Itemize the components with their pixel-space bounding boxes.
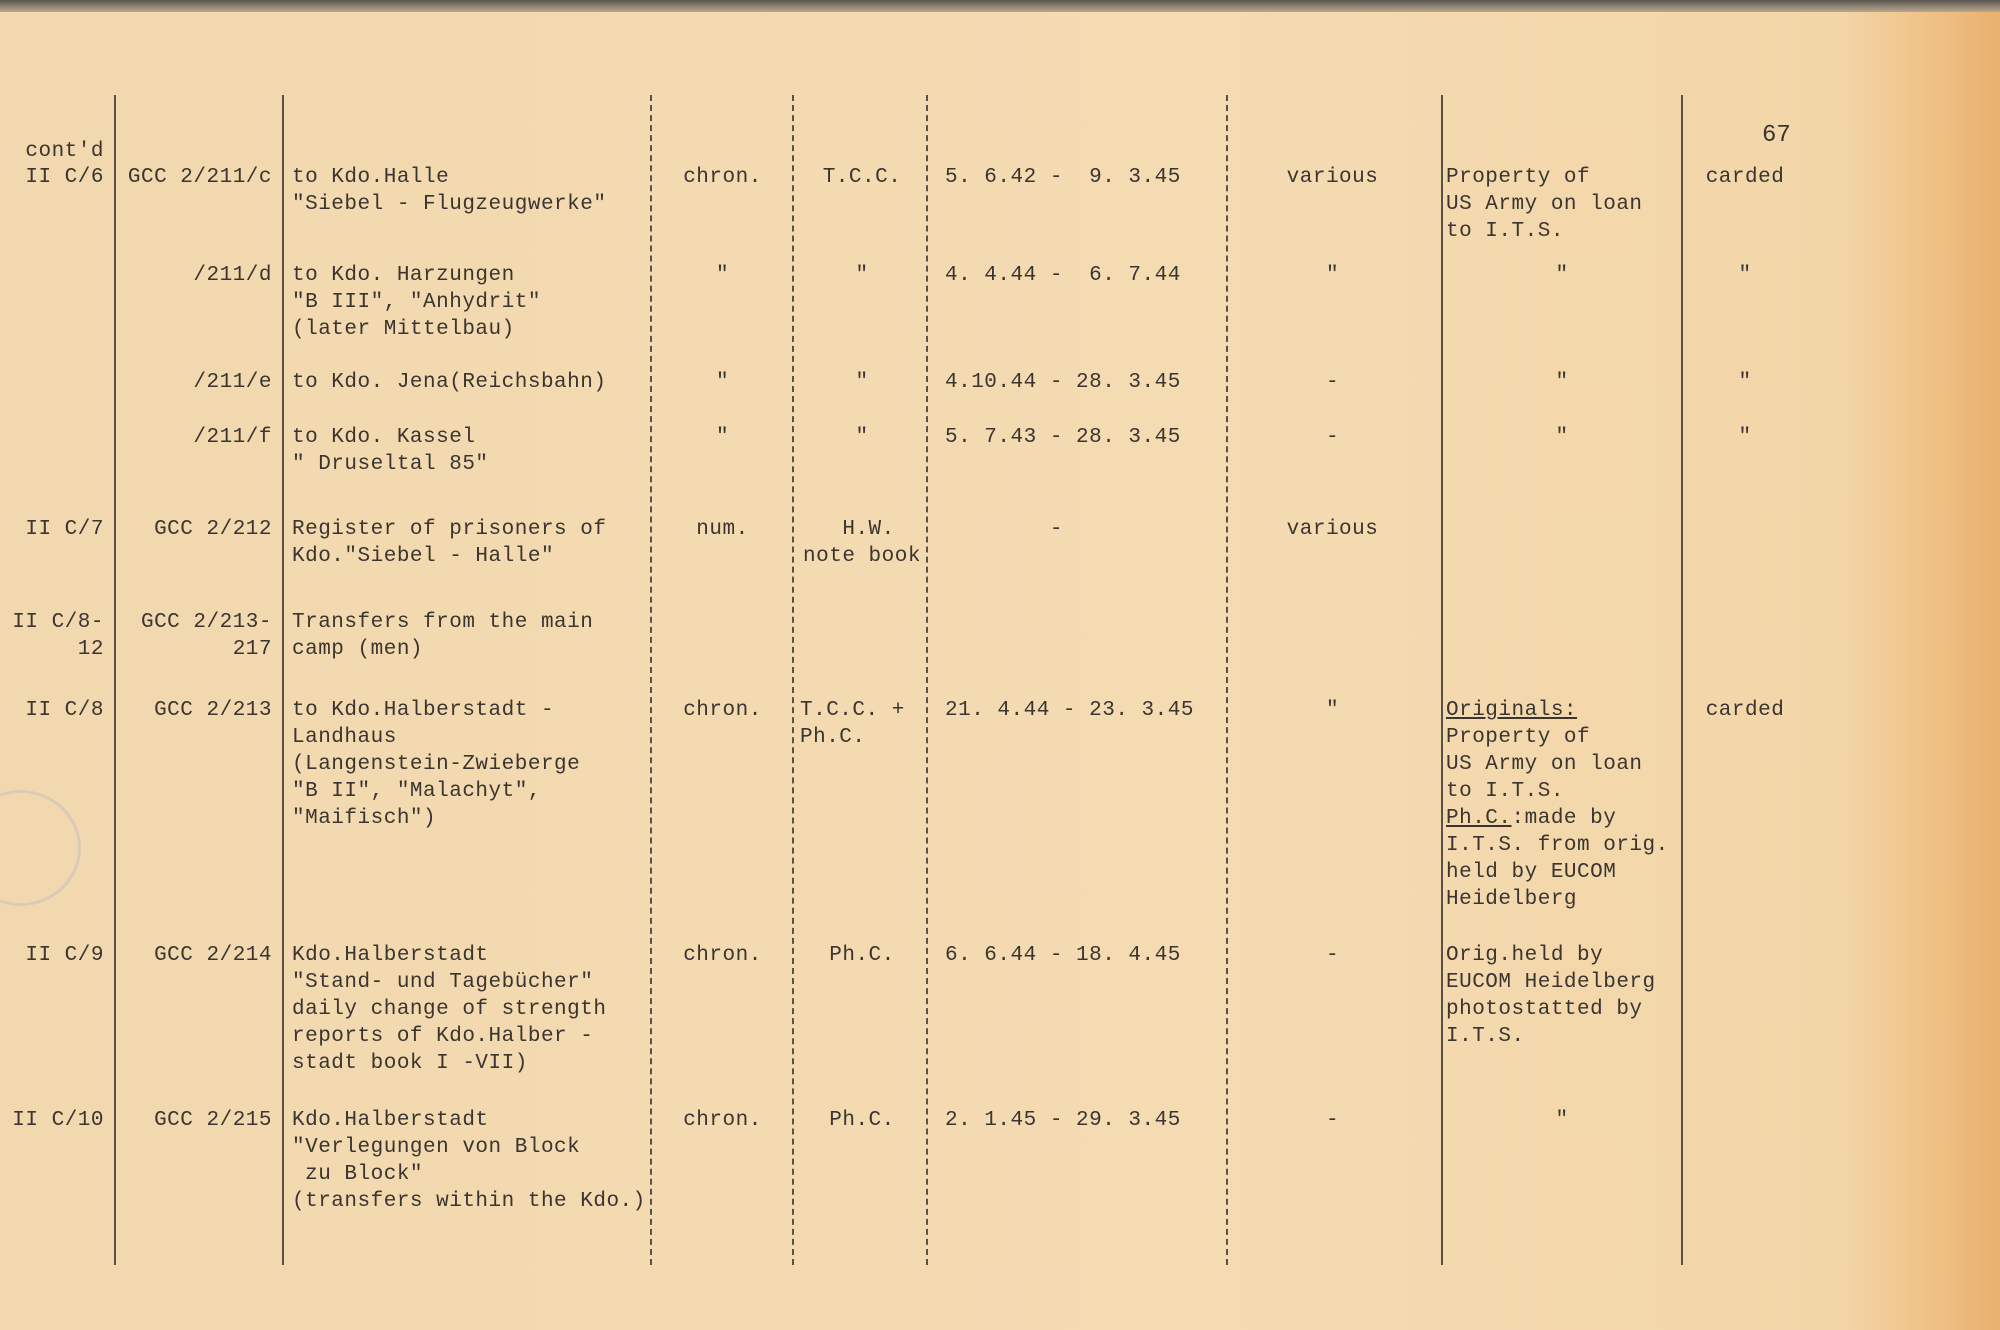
column-divider [282, 95, 284, 1265]
remarks-text: " [1555, 264, 1569, 287]
remarks-label: Ph.C. [1446, 807, 1512, 830]
signature-cell: II C/9 [25, 944, 104, 967]
paper-clip [0, 790, 81, 906]
date-range-cell: 5. 7.43 - 28. 3.45 [945, 426, 1181, 449]
carded-cell: carded [1705, 166, 1785, 189]
arrangement-cell: chron. [683, 166, 762, 189]
description-cell: to Kdo.Halle "Siebel - Flugzeugwerke" [292, 166, 607, 216]
description-cell: Transfers from the main camp (men) [292, 611, 594, 661]
arrangement-cell: " [715, 426, 730, 449]
gcc-number-cell: /211/f [193, 426, 272, 449]
remarks-cell: Orig.held by EUCOM Heidelberg photostatt… [1446, 942, 1678, 1050]
count-cell: - [1325, 371, 1340, 394]
description-cell: to Kdo.Halberstadt - Landhaus (Langenste… [292, 699, 581, 830]
gcc-number-cell: /211/d [193, 264, 272, 287]
signature-cell: II C/8- 12 [12, 611, 104, 661]
description-cell: Register of prisoners of Kdo."Siebel - H… [292, 518, 607, 568]
copy-type-cell: " [855, 264, 869, 287]
remarks-text: Originals: [1446, 699, 1578, 722]
remarks-cell: " [1446, 262, 1678, 289]
copy-type-cell: H.W. note book [803, 518, 921, 568]
gcc-number-cell: GCC 2/214 [154, 944, 272, 967]
remarks-cell: Property of US Army on loan to I.T.S. [1446, 164, 1678, 245]
copy-type-cell: T.C.C. [822, 166, 902, 189]
date-range-cell: 4.10.44 - 28. 3.45 [945, 371, 1181, 394]
description-cell: Kdo.Halberstadt "Stand- und Tagebücher" … [292, 944, 607, 1075]
page-number: 67 [1762, 122, 1791, 149]
count-cell: various [1286, 518, 1379, 541]
remarks-cell: Originals: Property of US Army on loan to… [1446, 697, 1678, 913]
count-cell: various [1286, 166, 1379, 189]
signature-cell: II C/8 [25, 699, 104, 722]
carded-cell: " [1738, 371, 1752, 394]
column-divider [926, 95, 928, 1265]
remarks-line: Ph.C.:made by I.T.S. from orig. held by … [1446, 805, 1678, 913]
gcc-number-cell: GCC 2/213 [154, 699, 272, 722]
arrangement-cell: " [715, 371, 730, 394]
column-divider [1681, 95, 1683, 1265]
remarks-text: :made by I.T.S. from orig. held by EUCOM… [1446, 807, 1669, 911]
count-cell: " [1325, 264, 1340, 287]
date-range-cell: 4. 4.44 - 6. 7.44 [945, 264, 1181, 287]
gcc-number-cell: GCC 2/211/c [127, 166, 272, 189]
page-top-edge [0, 0, 2000, 12]
column-divider [114, 95, 116, 1265]
remarks-text: Orig.held by EUCOM Heidelberg photostatt… [1446, 944, 1656, 1048]
arrangement-cell: chron. [683, 699, 762, 722]
arrangement-cell: chron. [683, 944, 762, 967]
remarks-cell: " [1446, 369, 1678, 396]
count-cell: - [1325, 944, 1340, 967]
column-divider [650, 95, 652, 1265]
carded-cell: " [1738, 426, 1752, 449]
gcc-number-cell: /211/e [193, 371, 272, 394]
copy-type-cell: " [855, 426, 869, 449]
arrangement-cell: num. [696, 518, 749, 541]
date-range-cell: 2. 1.45 - 29. 3.45 [945, 1109, 1181, 1132]
signature-cell: II C/6 [25, 166, 104, 189]
arrangement-cell: chron. [683, 1109, 762, 1132]
description-cell: Kdo.Halberstadt "Verlegungen von Block z… [292, 1109, 646, 1213]
column-divider [792, 95, 794, 1265]
description-cell: to Kdo. Harzungen "B III", "Anhydrit" (l… [292, 264, 541, 341]
copy-type-cell: " [855, 371, 869, 394]
copy-type-cell: Ph.C. [829, 944, 895, 967]
remarks-cell: " [1446, 1107, 1678, 1134]
carded-cell: " [1738, 264, 1752, 287]
gcc-number-cell: GCC 2/212 [154, 518, 272, 541]
signature-cell: II C/7 [25, 518, 104, 541]
contd-label: cont'd [25, 140, 104, 163]
column-divider [1226, 95, 1228, 1265]
date-range-cell: 21. 4.44 - 23. 3.45 [945, 699, 1194, 722]
date-range-cell: - [945, 518, 1063, 541]
description-cell: to Kdo. Kassel " Druseltal 85" [292, 426, 489, 476]
copy-type-cell: Ph.C. [829, 1109, 895, 1132]
remarks-text: Property of US Army on loan to I.T.S. [1446, 166, 1643, 243]
carded-cell: carded [1705, 699, 1785, 722]
remarks-text: " [1555, 371, 1569, 394]
count-cell: - [1325, 1109, 1340, 1132]
remarks-text: " [1555, 426, 1569, 449]
date-range-cell: 5. 6.42 - 9. 3.45 [945, 166, 1181, 189]
description-cell: to Kdo. Jena(Reichsbahn) [292, 371, 607, 394]
signature-cell: II C/10 [12, 1109, 104, 1132]
remarks-text: Property of US Army on loan to I.T.S. [1446, 726, 1643, 803]
count-cell: " [1325, 699, 1340, 722]
remarks-cell: " [1446, 424, 1678, 451]
gcc-number-cell: GCC 2/213- 217 [140, 611, 272, 661]
column-divider [1441, 95, 1443, 1265]
date-range-cell: 6. 6.44 - 18. 4.45 [945, 944, 1181, 967]
gcc-number-cell: GCC 2/215 [154, 1109, 272, 1132]
copy-type-cell: T.C.C. + Ph.C. [800, 699, 905, 749]
remarks-text: " [1555, 1109, 1569, 1132]
count-cell: - [1325, 426, 1340, 449]
arrangement-cell: " [715, 264, 730, 287]
